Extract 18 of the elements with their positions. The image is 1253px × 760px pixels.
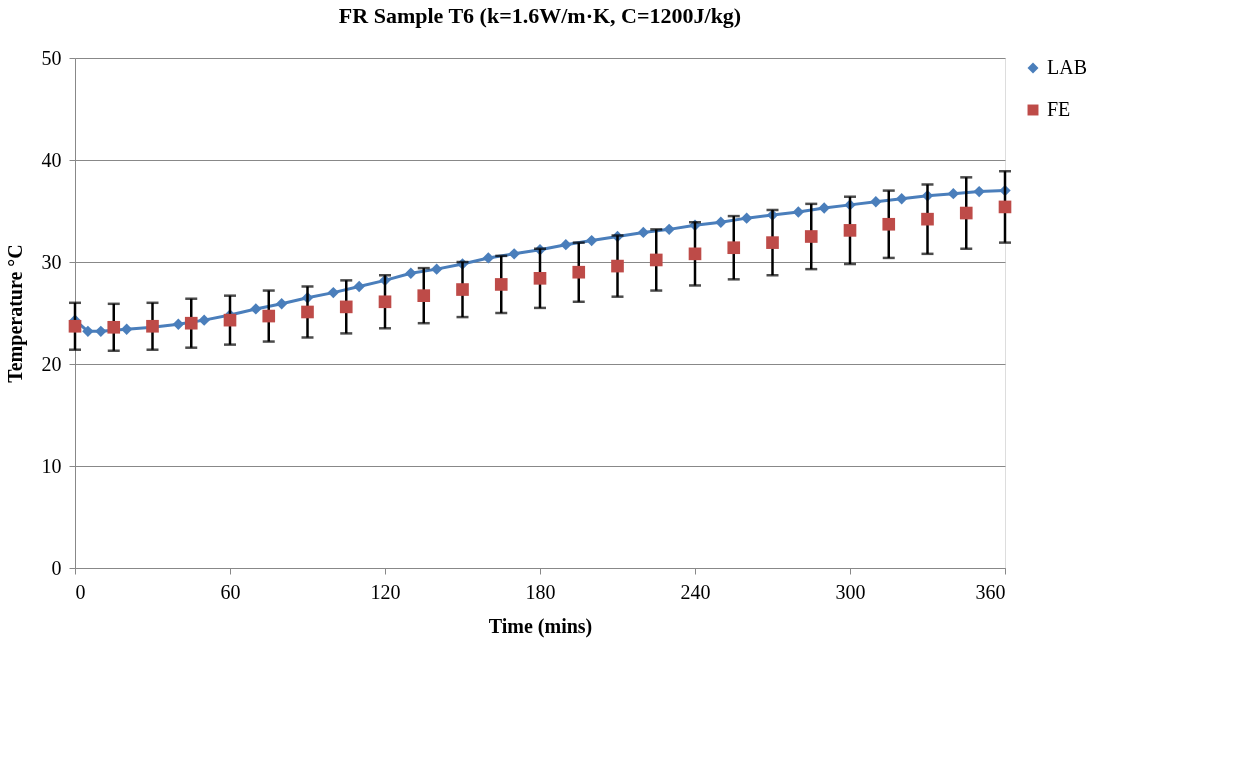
y-tick-label: 0 [51, 556, 62, 579]
x-tick-label: 240 [680, 580, 711, 603]
y-tick-label: 40 [41, 148, 62, 171]
x-tick-label: 300 [835, 580, 866, 603]
y-tick-label: 10 [41, 454, 62, 477]
chart-title: FR Sample T6 (k=1.6W/m·K, C=1200J/kg) [338, 3, 742, 28]
y-axis-title: Temperature °C [3, 244, 27, 383]
y-tick-label: 50 [41, 46, 62, 69]
x-tick-label: 180 [525, 580, 556, 603]
x-tick-label: 0 [75, 580, 86, 603]
legend-label: FE [1047, 98, 1071, 120]
legend-label: LAB [1047, 56, 1087, 78]
x-tick-label: 120 [370, 580, 401, 603]
y-tick-label: 20 [41, 352, 62, 375]
x-tick-label: 60 [220, 580, 241, 603]
y-tick-label: 30 [41, 250, 62, 273]
x-axis-title: Time (mins) [488, 614, 593, 638]
x-tick-label: 360 [975, 580, 1006, 603]
